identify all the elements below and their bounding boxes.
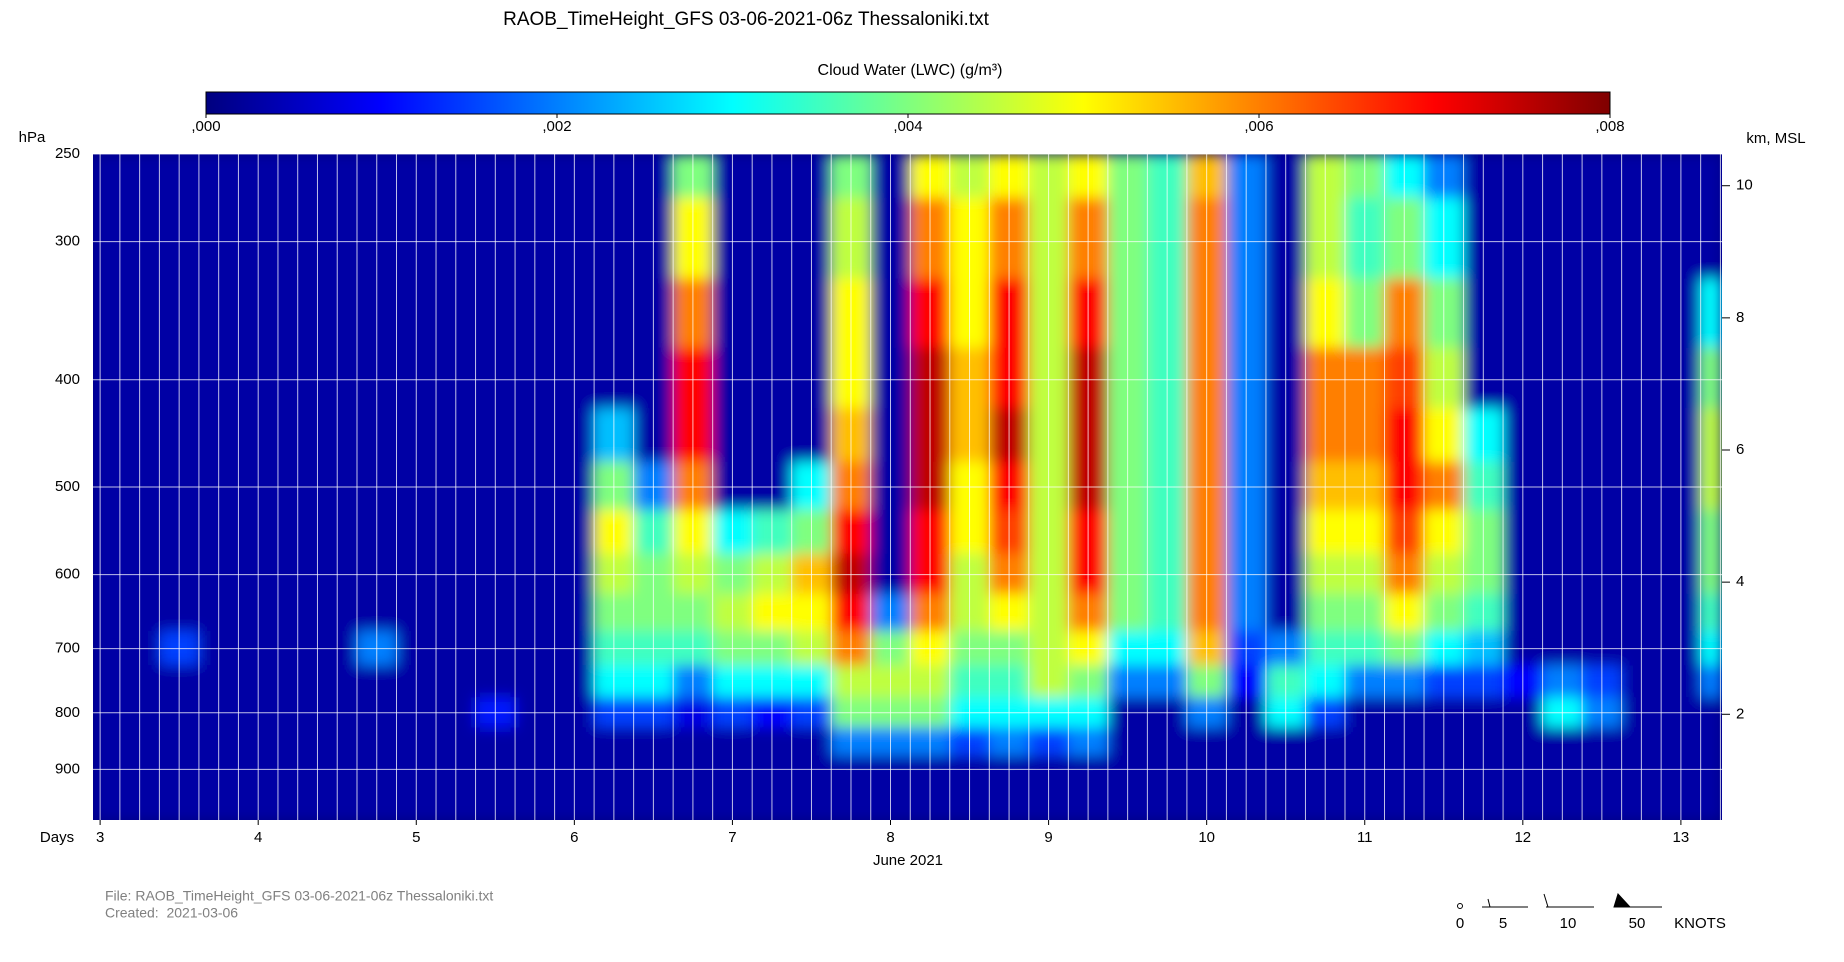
heatmap-cell: [1700, 408, 1722, 463]
heatmap-cell: [93, 461, 121, 511]
y-tick-label: 400: [55, 371, 80, 388]
x-axis-label: Days: [40, 829, 74, 846]
wind-legend-label: 0: [1456, 915, 1464, 932]
y-axis-label: hPa: [19, 129, 46, 146]
colorbar: [205, 91, 1611, 115]
heatmap-cell: [1700, 782, 1722, 809]
heatmap-cell: [93, 197, 121, 280]
heatmap-cell: [1700, 509, 1722, 555]
y-tick-label: 300: [55, 233, 80, 250]
wind-legend-label: 50: [1629, 915, 1646, 932]
x-tick-label: 7: [728, 829, 736, 846]
heatmap-cell: [93, 782, 121, 809]
wind-legend-label: 5: [1499, 915, 1507, 932]
y2-tick-label: 10: [1736, 177, 1753, 194]
y-tick-label: 900: [55, 760, 80, 777]
colorbar-label: Cloud Water (LWC) (g/m³): [818, 62, 1003, 79]
heatmap-cell: [1700, 807, 1722, 820]
heatmap-cell: [93, 807, 121, 820]
barb-5: [1482, 898, 1528, 908]
barb-50: [1613, 893, 1662, 908]
y-tick-label: 600: [55, 566, 80, 583]
heatmap-cell: [1700, 278, 1722, 349]
footer-created: Created: 2021-03-06: [105, 905, 238, 921]
x-tick-label: 4: [254, 829, 262, 846]
y2-axis-label: km, MSL: [1746, 130, 1805, 147]
colorbar-tick-label: ,006: [1244, 118, 1273, 135]
y2-tick-label: 8: [1736, 309, 1744, 326]
colorbar-tick-label: ,002: [542, 118, 571, 135]
y-tick-label: 500: [55, 478, 80, 495]
x-tick-label: 13: [1673, 829, 1690, 846]
wind-legend-unit: KNOTS: [1674, 915, 1726, 932]
heatmap-cell: [93, 509, 121, 555]
footer-file: File: RAOB_TimeHeight_GFS 03-06-2021-06z…: [105, 888, 493, 904]
x-tick-label: 12: [1514, 829, 1531, 846]
y-tick-label: 250: [55, 145, 80, 162]
heatmap-cell: [1700, 593, 1722, 632]
calm-symbol: [1457, 903, 1463, 909]
heatmap-cell: [1700, 197, 1722, 280]
y-tick-label: 800: [55, 704, 80, 721]
x-tick-label: 5: [412, 829, 420, 846]
heatmap-cell: [1700, 665, 1722, 698]
x-tick-label: 6: [570, 829, 578, 846]
heatmap-cell: [1700, 154, 1722, 199]
colorbar-tick-label: ,004: [893, 118, 922, 135]
wind-legend: 0 5 10 50 KNOTS: [1456, 893, 1726, 932]
colorbar-tick-label: ,008: [1595, 118, 1624, 135]
heatmap-cell: [1700, 461, 1722, 511]
heatmap-cell: [93, 727, 121, 757]
heatmap-cell: [93, 347, 121, 409]
heatmap-cell: [93, 408, 121, 463]
heatmap-cell: [93, 278, 121, 349]
colorbar-tick-label: ,000: [191, 118, 220, 135]
x-tick-label: 3: [96, 829, 104, 846]
heatmap-cell: [93, 665, 121, 698]
heatmap-cell: [93, 553, 121, 595]
x-tick-label: 10: [1198, 829, 1215, 846]
x-axis-sublabel: June 2021: [873, 852, 943, 869]
y-tick-label: 700: [55, 640, 80, 657]
chart-title: RAOB_TimeHeight_GFS 03-06-2021-06z Thess…: [503, 9, 990, 30]
heatmap-cell: [1700, 727, 1722, 757]
y2-tick-label: 2: [1736, 705, 1744, 722]
heatmap-cell: [93, 154, 121, 199]
heatmap-cell: [93, 593, 121, 632]
y2-tick-label: 4: [1736, 573, 1744, 590]
heatmap-cell: [1700, 553, 1722, 595]
x-tick-label: 9: [1044, 829, 1052, 846]
x-tick-label: 11: [1357, 829, 1373, 846]
barb-10: [1543, 893, 1594, 908]
wind-legend-label: 10: [1560, 915, 1577, 932]
y2-tick-label: 6: [1736, 441, 1744, 458]
heatmap-cell: [1700, 347, 1722, 409]
x-tick-label: 8: [886, 829, 894, 846]
